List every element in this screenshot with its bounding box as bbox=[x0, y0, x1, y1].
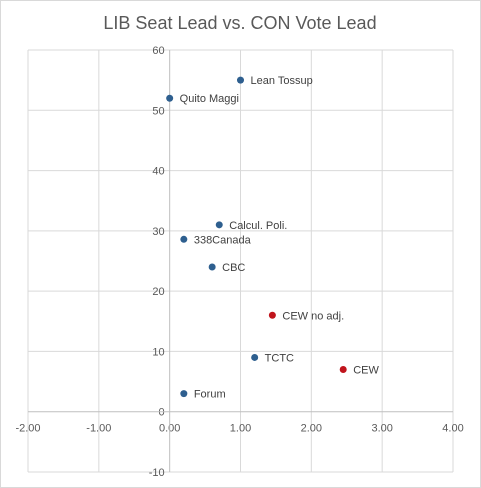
chart-title: LIB Seat Lead vs. CON Vote Lead bbox=[103, 13, 376, 33]
x-tick-label: 1.00 bbox=[230, 423, 251, 435]
data-point bbox=[208, 263, 216, 271]
data-point bbox=[215, 221, 223, 229]
data-point bbox=[268, 311, 276, 319]
data-point bbox=[180, 390, 188, 398]
x-tick-label: 2.00 bbox=[301, 423, 322, 435]
y-tick-label: 60 bbox=[152, 45, 164, 57]
data-point-label: Lean Tossup bbox=[251, 75, 313, 87]
y-tick-label: 30 bbox=[152, 226, 164, 238]
data-point-label: Forum bbox=[194, 389, 226, 401]
data-point-label: 338Canada bbox=[194, 234, 252, 246]
x-tick-label: 4.00 bbox=[442, 423, 463, 435]
axis-layer: -2.00 -1.00 0.00 1.00 2.00 3.00 4.00-100102030… bbox=[15, 45, 463, 479]
y-tick-label: 40 bbox=[152, 166, 164, 178]
data-point-label: CEW bbox=[353, 365, 379, 377]
grid-layer bbox=[27, 49, 454, 473]
data-point-label: CEW no adj. bbox=[282, 310, 344, 322]
y-tick-label: 50 bbox=[152, 105, 164, 117]
y-tick-label: 10 bbox=[152, 346, 164, 358]
data-point bbox=[237, 76, 244, 84]
data-point-label: TCTC bbox=[265, 352, 294, 364]
data-point bbox=[339, 366, 347, 374]
y-tick-label: 20 bbox=[152, 286, 164, 298]
data-point bbox=[180, 235, 188, 243]
data-point-label: Quito Maggi bbox=[180, 93, 239, 105]
data-point-label: Calcul. Poli. bbox=[229, 220, 287, 232]
data-point-label: CBC bbox=[222, 262, 245, 274]
data-point bbox=[251, 353, 259, 361]
data-point bbox=[166, 94, 174, 102]
x-tick-label: 3.00 bbox=[371, 423, 392, 435]
x-tick-label: -2.00 bbox=[15, 423, 40, 435]
x-tick-label: -1.00 bbox=[86, 423, 111, 435]
points-layer: Lean Tossup Quito Maggi Calcul. Poli. 338Ca… bbox=[166, 75, 379, 401]
y-tick-label: -10 bbox=[149, 467, 165, 479]
y-tick-label: 0 bbox=[159, 407, 165, 419]
